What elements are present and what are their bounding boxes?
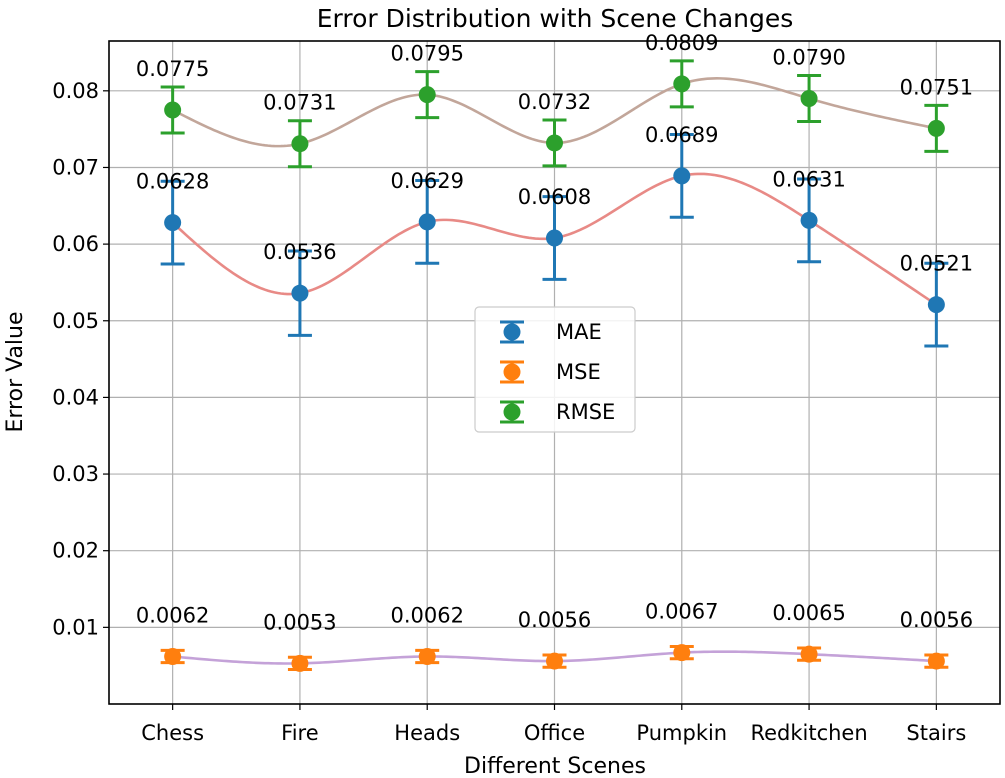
mse-marker: [546, 652, 563, 670]
mae-marker: [418, 213, 436, 231]
mae-value-label: 0.0628: [136, 170, 209, 194]
legend-mse-marker: [503, 363, 521, 381]
x-tick-label: Office: [524, 721, 585, 745]
x-tick-label: Chess: [141, 721, 204, 745]
rmse-marker: [800, 89, 818, 107]
mae-marker: [673, 167, 691, 185]
legend-mae-marker: [503, 323, 521, 341]
mse-marker: [291, 654, 309, 672]
mse-value-label: 0.0062: [390, 603, 463, 627]
rmse-value-label: 0.0809: [645, 31, 718, 55]
mae-marker: [291, 284, 309, 302]
mae-point: [415, 178, 440, 265]
rmse-value-label: 0.0790: [772, 45, 845, 69]
mse-marker: [418, 647, 436, 665]
legend-item-rmse: RMSE: [500, 400, 615, 424]
mae-point: [287, 249, 312, 337]
mse-marker: [800, 645, 818, 663]
legend-rmse-marker: [503, 403, 521, 421]
mse-point: [669, 644, 694, 662]
y-tick-label: 0.07: [52, 155, 99, 179]
mae-marker: [164, 214, 182, 232]
x-tick-label: Heads: [394, 721, 460, 745]
mae-value-label: 0.0521: [900, 252, 973, 276]
x-tick-label: Redkitchen: [750, 721, 867, 745]
y-tick-label: 0.08: [52, 79, 99, 103]
chart-title: Error Distribution with Scene Changes: [317, 4, 794, 33]
mae-marker: [927, 296, 945, 314]
rmse-marker: [546, 134, 563, 152]
rmse-point: [160, 85, 185, 135]
mse-point: [924, 652, 949, 670]
axis-ticks: Chess Fire Heads Office Pumpkin Redkitchen Sta…: [52, 79, 966, 745]
rmse-value-label: 0.0795: [390, 42, 463, 66]
legend-item-mse: MSE: [500, 360, 601, 384]
rmse-marker: [927, 119, 945, 137]
mae-point: [924, 261, 949, 348]
mae-value-label: 0.0608: [518, 185, 591, 209]
legend-rmse-label: RMSE: [556, 400, 615, 424]
mse-point: [797, 645, 822, 663]
mse-value-label: 0.0067: [645, 600, 718, 624]
mae-point: [669, 133, 694, 219]
legend-mae-label: MAE: [556, 320, 602, 344]
mse-value-label: 0.0062: [136, 603, 209, 627]
rmse-value-label: 0.0775: [136, 57, 209, 81]
mse-point: [415, 647, 440, 665]
rmse-marker: [673, 75, 691, 93]
mae-point: [160, 179, 185, 266]
rmse-point: [924, 103, 949, 153]
legend-item-mae: MAE: [500, 320, 602, 344]
x-axis-label: Different Scenes: [464, 754, 646, 778]
y-tick-label: 0.05: [52, 309, 99, 333]
mae-value-label: 0.0629: [390, 169, 463, 193]
rmse-point: [415, 70, 440, 120]
mae-marker: [546, 229, 563, 247]
mse-value-label: 0.0056: [518, 608, 591, 632]
mse-value-label: 0.0053: [263, 610, 336, 634]
mse-marker: [673, 644, 691, 662]
rmse-value-label: 0.0732: [518, 90, 591, 114]
mae-point: [542, 195, 567, 281]
y-tick-label: 0.01: [52, 615, 99, 639]
mse-marker: [927, 652, 945, 670]
mse-value-label: 0.0065: [772, 601, 845, 625]
mae-value-label: 0.0631: [772, 167, 845, 191]
y-tick-label: 0.04: [52, 385, 99, 409]
rmse-point: [542, 118, 567, 168]
rmse-value-label: 0.0731: [263, 91, 336, 115]
rmse-point: [669, 59, 694, 109]
y-tick-label: 0.03: [52, 462, 99, 486]
mse-point: [160, 647, 185, 665]
x-tick-label: Fire: [281, 721, 318, 745]
rmse-value-label: 0.0751: [900, 75, 973, 99]
data-labels: 0.0628 0.0536 0.0629 0.0608 0.0689 0.0631 0.05…: [136, 31, 973, 634]
legend: MAE MSE RMSE: [474, 306, 636, 433]
y-axis-label: Error Value: [3, 311, 28, 432]
rmse-marker: [418, 86, 436, 104]
legend-mse-label: MSE: [556, 360, 601, 384]
y-tick-label: 0.02: [52, 539, 99, 563]
rmse-marker: [291, 135, 309, 153]
mae-value-label: 0.0536: [263, 240, 336, 264]
y-tick-label: 0.06: [52, 232, 99, 256]
mse-point: [542, 652, 567, 670]
rmse-point: [287, 119, 312, 169]
mae-marker: [800, 211, 818, 229]
mae-value-label: 0.0689: [645, 123, 718, 147]
x-tick-label: Pumpkin: [636, 721, 727, 745]
data-markers: [160, 59, 949, 672]
mae-point: [797, 177, 822, 264]
mse-point: [287, 654, 312, 672]
mse-value-label: 0.0056: [900, 608, 973, 632]
rmse-marker: [164, 101, 182, 119]
rmse-point: [797, 73, 822, 123]
x-tick-label: Stairs: [906, 721, 966, 745]
mse-marker: [164, 647, 182, 665]
